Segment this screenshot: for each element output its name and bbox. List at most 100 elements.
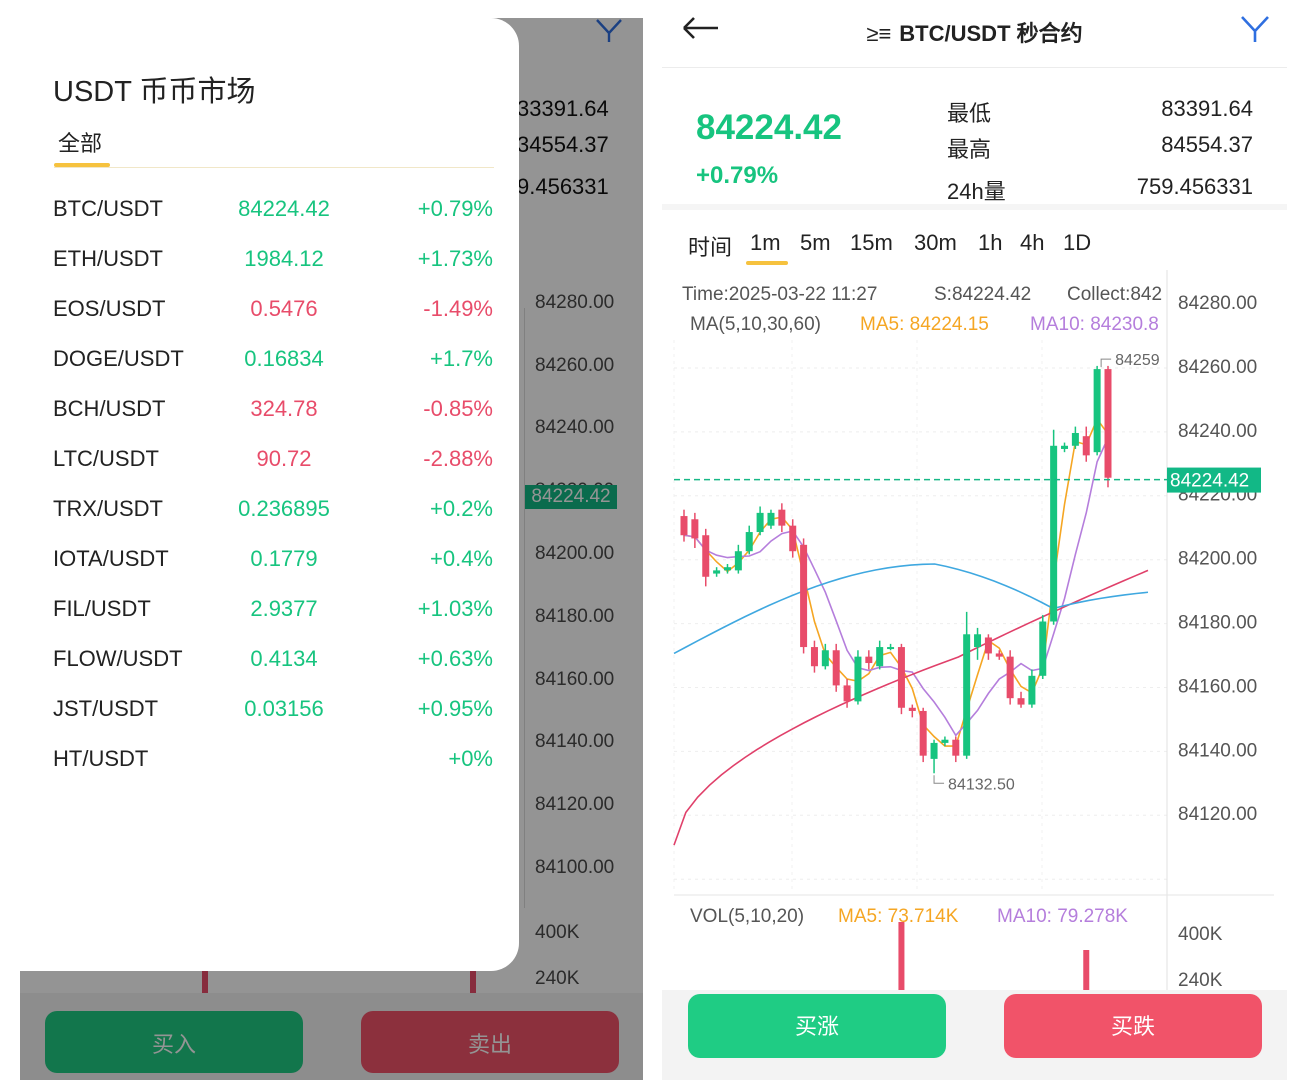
volume-bar <box>898 922 905 990</box>
candle-body <box>876 647 884 667</box>
low-marker-arrow <box>933 775 945 784</box>
market-row[interactable]: BCH/USDT 324.78 -0.85% <box>0 396 519 436</box>
market-change: +1.03% <box>417 596 493 621</box>
period-30m[interactable]: 30m <box>914 230 957 255</box>
ma10-label: MA10: 84230.8 <box>1030 314 1159 335</box>
market-row[interactable]: FLOW/USDT 0.4134 +0.63% <box>0 646 519 686</box>
vol-axis-label: 240K <box>1178 970 1223 990</box>
market-row[interactable]: JST/USDT 0.03156 +0.95% <box>0 696 519 736</box>
stat-high-value: 84554.37 <box>1161 132 1253 157</box>
market-price: 0.1779 <box>250 546 318 571</box>
market-pair: DOGE/USDT <box>53 346 184 371</box>
market-pair: LTC/USDT <box>53 446 159 471</box>
market-row[interactable]: LTC/USDT 90.72 -2.88% <box>0 446 519 486</box>
bg-y-label: 84160.00 <box>535 669 615 690</box>
candle-body <box>930 742 938 759</box>
market-row[interactable]: ETH/USDT 1984.12 +1.73% <box>0 246 519 286</box>
tab-active-indicator <box>54 163 110 167</box>
list-menu-icon[interactable]: ≥≡ <box>866 21 892 46</box>
candle-body <box>745 532 753 552</box>
bg-stat-volume: 9.456331 <box>517 174 609 199</box>
market-change: +1.7% <box>430 346 493 371</box>
market-change: -2.88% <box>423 446 493 471</box>
period-1m[interactable]: 1m <box>750 230 781 255</box>
market-row[interactable]: DOGE/USDT 0.16834 +1.7% <box>0 346 519 386</box>
market-row[interactable]: IOTA/USDT 0.1779 +0.4% <box>0 546 519 586</box>
ma60-line <box>673 563 1149 655</box>
market-price: 2.9377 <box>250 596 318 621</box>
bg-y-label: 84280.00 <box>535 292 615 313</box>
candle-body <box>919 710 927 756</box>
period-1d[interactable]: 1D <box>1063 230 1092 255</box>
period-5m[interactable]: 5m <box>800 230 831 255</box>
arrow-left-icon[interactable] <box>680 12 724 48</box>
market-price: 0.5476 <box>250 296 318 321</box>
market-change: +0.4% <box>430 546 493 571</box>
period-tabs: 时间 1m 5m 15m 30m 1h 4h 1D <box>662 226 1287 266</box>
tab-divider <box>54 167 494 168</box>
bg-axis-line <box>524 308 525 908</box>
market-price: 0.4134 <box>250 646 318 671</box>
market-drawer: USDT 币币市场 全部 BTC/USDT 84224.42 +0.79% ETH/U… <box>0 18 519 971</box>
market-price: 90.72 <box>256 446 312 471</box>
market-price: 0.236895 <box>238 496 330 521</box>
market-change: -1.49% <box>423 296 493 321</box>
candle-body <box>974 634 982 648</box>
y-axis-label: 84280.00 <box>1178 293 1257 314</box>
y-axis-label: 84200.00 <box>1178 549 1257 570</box>
candle-body <box>952 739 960 756</box>
ma-lines <box>673 417 1149 846</box>
info-time: Time:2025-03-22 11:27 <box>682 284 877 305</box>
y-axis-label: 84240.00 <box>1178 421 1257 442</box>
market-row[interactable]: EOS/USDT 0.5476 -1.49% <box>0 296 519 336</box>
market-row[interactable]: BTC/USDT 84224.42 +0.79% <box>0 196 519 236</box>
ma5-line <box>683 417 1109 747</box>
market-price: 0.16834 <box>244 346 324 371</box>
tab-all[interactable]: 全部 <box>58 131 103 156</box>
period-1h[interactable]: 1h <box>978 230 1003 255</box>
period-15m[interactable]: 15m <box>850 230 893 255</box>
low-marker-label: 84132.50 <box>948 776 1015 793</box>
candle-body <box>702 535 710 577</box>
page-title-text: BTC/USDT 秒合约 <box>899 21 1083 46</box>
market-pair: TRX/USDT <box>53 496 163 521</box>
filter-funnel-icon[interactable] <box>1239 14 1271 44</box>
y-axis-label: 84180.00 <box>1178 613 1257 634</box>
y-axis-label: 84120.00 <box>1178 804 1257 825</box>
period-active-indicator <box>746 261 788 265</box>
candle-body <box>1093 369 1101 453</box>
bg-volume-bar <box>202 966 208 994</box>
candle-body <box>1082 436 1090 456</box>
market-price: 1984.12 <box>244 246 324 271</box>
volume-bars <box>898 922 1090 990</box>
header: ≥≡ BTC/USDT 秒合约 <box>662 0 1287 68</box>
candle-body <box>832 650 840 686</box>
bg-sell-button: 卖出 <box>361 1011 619 1073</box>
candle-body <box>810 647 818 667</box>
right-panel: ≥≡ BTC/USDT 秒合约 84224.42 +0.79% 最低 83391.… <box>662 0 1287 1080</box>
market-pair: EOS/USDT <box>53 296 166 321</box>
kline-chart[interactable]: Time:2025-03-22 11:27 S:84224.42 Collect… <box>662 270 1287 990</box>
candles <box>680 365 1112 774</box>
candle-body <box>800 544 808 648</box>
period-4h[interactable]: 4h <box>1020 230 1045 255</box>
market-row[interactable]: TRX/USDT 0.236895 +0.2% <box>0 496 519 536</box>
buy-fall-button[interactable]: 买跌 <box>1004 994 1262 1058</box>
price-info: 84224.42 +0.79% 最低 83391.64 最高 84554.37 … <box>662 70 1287 210</box>
candle-body <box>995 653 1003 657</box>
market-pair: ETH/USDT <box>53 246 163 271</box>
bg-vol-label: 400K <box>535 922 580 943</box>
buy-rise-button[interactable]: 买涨 <box>688 994 946 1058</box>
vol-ma5-label: MA5: 73.714K <box>838 906 959 927</box>
market-row[interactable]: HT/USDT +0% <box>0 746 519 786</box>
market-row[interactable]: FIL/USDT 2.9377 +1.03% <box>0 596 519 636</box>
candle-body <box>756 512 764 533</box>
candle-body <box>1006 656 1014 699</box>
candle-body <box>734 551 742 571</box>
y-axis-labels: 84280.0084260.0084240.0084220.0084200.00… <box>1178 293 1257 990</box>
candle-body <box>821 650 829 667</box>
period-time[interactable]: 时间 <box>688 235 733 260</box>
bg-volume-bar <box>470 968 476 994</box>
market-price: 324.78 <box>250 396 318 421</box>
candle-body <box>897 647 905 708</box>
